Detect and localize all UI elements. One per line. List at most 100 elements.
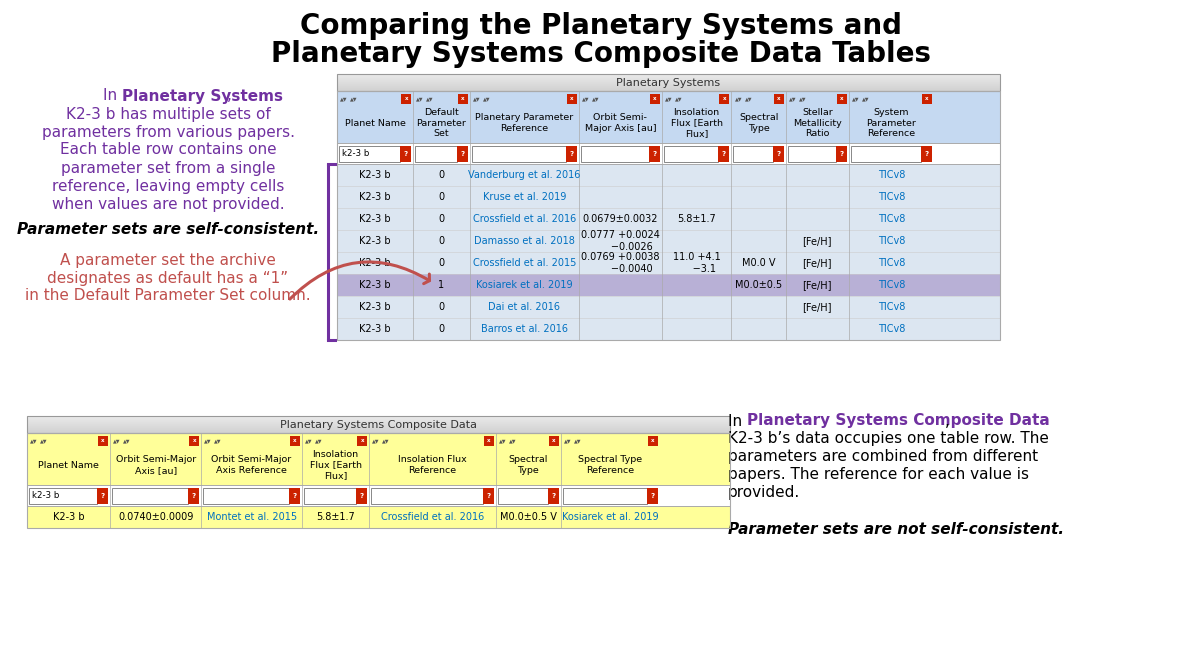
Bar [288, 487, 299, 503]
Bar [581, 145, 649, 161]
Bar [337, 90, 1000, 91]
Bar [337, 82, 1000, 83]
Text: ?: ? [776, 151, 780, 157]
Text: x: x [926, 96, 928, 102]
Bar [337, 86, 1000, 87]
Bar [337, 74, 1000, 91]
Text: Planetary Systems Composite Data: Planetary Systems Composite Data [746, 414, 1049, 428]
Text: Spectral Type
Reference: Spectral Type Reference [578, 455, 642, 475]
Text: x: x [460, 96, 464, 102]
Bar [471, 145, 566, 161]
Bar [648, 436, 657, 446]
Bar [337, 91, 1000, 143]
Bar [26, 420, 730, 421]
Bar [26, 431, 730, 432]
Text: Kruse et al. 2019: Kruse et al. 2019 [483, 192, 566, 202]
Text: Montet et al. 2015: Montet et al. 2015 [207, 512, 297, 522]
Bar [563, 487, 647, 503]
Text: Orbit Semi-Major
Axis [au]: Orbit Semi-Major Axis [au] [115, 455, 196, 475]
Text: TICv8: TICv8 [877, 192, 905, 202]
Text: ?: ? [653, 151, 656, 157]
Bar [26, 432, 730, 433]
Bar [337, 318, 1000, 340]
Text: K2-3 b: K2-3 b [359, 236, 391, 246]
Text: Crossfield et al. 2015: Crossfield et al. 2015 [472, 258, 576, 268]
Text: 1: 1 [439, 280, 445, 290]
Text: ▲▼: ▲▼ [582, 96, 589, 102]
Bar [337, 75, 1000, 76]
Text: ▲▼: ▲▼ [416, 96, 424, 102]
Text: 5.8±1.7: 5.8±1.7 [316, 512, 355, 522]
Bar [26, 433, 730, 485]
Bar [337, 85, 1000, 86]
Bar [97, 487, 108, 503]
Bar [664, 145, 719, 161]
Text: ▲▼: ▲▼ [573, 438, 581, 444]
Text: ?: ? [839, 151, 844, 157]
Bar [337, 87, 1000, 88]
Text: ?: ? [924, 151, 928, 157]
Text: ?: ? [487, 493, 490, 499]
Bar [26, 416, 730, 433]
Bar [356, 487, 368, 503]
Text: Parameter sets are not self-consistent.: Parameter sets are not self-consistent. [728, 521, 1064, 537]
Text: ▲▼: ▲▼ [789, 96, 797, 102]
Bar [483, 487, 494, 503]
Bar [837, 94, 847, 104]
Text: x: x [840, 96, 844, 102]
Text: Planet Name: Planet Name [345, 118, 405, 127]
Bar [337, 78, 1000, 79]
Bar [26, 424, 730, 425]
Text: Crossfield et al. 2016: Crossfield et al. 2016 [381, 512, 484, 522]
Bar [337, 76, 1000, 77]
Text: ▲▼: ▲▼ [350, 96, 357, 102]
Bar [290, 436, 299, 446]
Text: Barros et al. 2016: Barros et al. 2016 [481, 324, 567, 334]
Text: ▲▼: ▲▼ [214, 438, 222, 444]
Text: K2-3 b’s data occupies one table row. The: K2-3 b’s data occupies one table row. Th… [728, 432, 1049, 446]
Text: K2-3 b: K2-3 b [359, 280, 391, 290]
Text: K2-3 b has multiple sets of: K2-3 b has multiple sets of [66, 106, 270, 122]
Text: TICv8: TICv8 [877, 258, 905, 268]
Text: ,: , [227, 88, 232, 104]
Text: ?: ? [292, 493, 297, 499]
Bar [29, 487, 97, 503]
Bar [566, 145, 577, 161]
Bar [304, 487, 356, 503]
Bar [337, 77, 1000, 78]
Text: 5.8±1.7: 5.8±1.7 [677, 214, 716, 224]
Text: ▲▼: ▲▼ [508, 438, 517, 444]
Bar [548, 487, 559, 503]
Text: 0: 0 [439, 170, 445, 180]
Bar [337, 208, 1000, 230]
Bar [337, 230, 1000, 252]
Text: A parameter set the archive: A parameter set the archive [60, 252, 276, 268]
Bar [26, 421, 730, 422]
Bar [26, 417, 730, 418]
Bar [190, 436, 200, 446]
Text: Dai et al. 2016: Dai et al. 2016 [488, 302, 560, 312]
Text: reference, leaving empty cells: reference, leaving empty cells [52, 179, 284, 193]
Text: ?: ? [460, 151, 464, 157]
Text: ▲▼: ▲▼ [40, 438, 48, 444]
Text: x: x [570, 96, 573, 102]
Bar [371, 487, 483, 503]
Text: Orbit Semi-Major
Axis Reference: Orbit Semi-Major Axis Reference [212, 455, 292, 475]
Text: Default
Parameter
Set: Default Parameter Set [416, 108, 466, 138]
Text: Crossfield et al. 2016: Crossfield et al. 2016 [472, 214, 576, 224]
Text: 0: 0 [439, 192, 445, 202]
Bar [922, 94, 932, 104]
Bar [401, 94, 411, 104]
Bar [649, 145, 660, 161]
Text: x: x [192, 438, 196, 444]
Text: x: x [293, 438, 297, 444]
Text: ▲▼: ▲▼ [799, 96, 807, 102]
Text: K2-3 b: K2-3 b [359, 170, 391, 180]
Bar [457, 145, 468, 161]
Text: x: x [651, 438, 654, 444]
Bar [337, 88, 1000, 89]
Text: ▲▼: ▲▼ [340, 96, 347, 102]
Text: TICv8: TICv8 [877, 214, 905, 224]
Text: System
Parameter
Reference: System Parameter Reference [867, 108, 916, 138]
Text: TICv8: TICv8 [877, 280, 905, 290]
